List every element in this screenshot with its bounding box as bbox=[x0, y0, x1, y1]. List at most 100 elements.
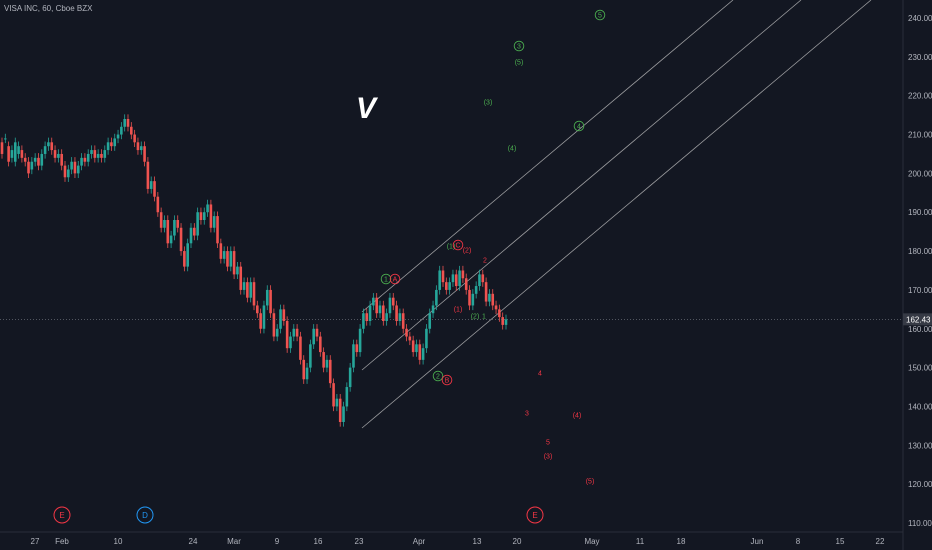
candle-body[interactable] bbox=[0, 142, 4, 154]
candle-body[interactable] bbox=[481, 274, 485, 283]
candle-body[interactable] bbox=[232, 251, 236, 275]
candle-body[interactable] bbox=[358, 328, 362, 353]
candle-body[interactable] bbox=[435, 289, 438, 306]
candlestick-series[interactable] bbox=[0, 114, 508, 427]
candle-body[interactable] bbox=[110, 142, 113, 147]
wave-label[interactable]: (4) bbox=[508, 146, 517, 153]
candle-body[interactable] bbox=[269, 289, 272, 314]
candle-body[interactable] bbox=[438, 270, 441, 290]
candle-body[interactable] bbox=[126, 119, 130, 127]
candle-body[interactable] bbox=[196, 212, 199, 236]
wave-label[interactable]: (3) bbox=[544, 454, 553, 461]
candle-body[interactable] bbox=[338, 398, 342, 422]
candle-body[interactable] bbox=[123, 119, 126, 127]
candle-body[interactable] bbox=[246, 282, 249, 298]
candle-body[interactable] bbox=[249, 282, 252, 298]
channel-line[interactable] bbox=[361, 0, 802, 371]
wave-label[interactable]: (5) bbox=[586, 479, 595, 486]
candle-body[interactable] bbox=[120, 126, 123, 135]
candle-body[interactable] bbox=[295, 328, 299, 337]
candle-body[interactable] bbox=[70, 161, 73, 170]
candle-body[interactable] bbox=[488, 293, 491, 302]
candle-body[interactable] bbox=[325, 359, 329, 368]
channel-line[interactable] bbox=[361, 0, 872, 429]
candle-body[interactable] bbox=[186, 243, 189, 267]
candle-body[interactable] bbox=[348, 367, 352, 388]
candle-body[interactable] bbox=[282, 309, 286, 321]
candle-body[interactable] bbox=[292, 328, 296, 337]
candle-body[interactable] bbox=[113, 138, 117, 147]
candle-body[interactable] bbox=[96, 153, 100, 158]
wave-label[interactable]: (4) bbox=[573, 413, 582, 420]
candle-body[interactable] bbox=[415, 344, 418, 353]
candle-body[interactable] bbox=[471, 293, 475, 306]
candle-body[interactable] bbox=[199, 212, 203, 220]
event-marker[interactable] bbox=[136, 506, 154, 524]
event-marker[interactable] bbox=[526, 506, 544, 524]
candle-body[interactable] bbox=[425, 328, 428, 349]
candle-body[interactable] bbox=[272, 313, 276, 337]
candle-body[interactable] bbox=[37, 157, 40, 166]
candle-body[interactable] bbox=[252, 282, 256, 306]
candle-body[interactable] bbox=[451, 274, 455, 283]
channel-line[interactable] bbox=[361, 0, 734, 313]
candle-body[interactable] bbox=[474, 286, 478, 294]
candle-body[interactable] bbox=[388, 297, 392, 314]
wave-label[interactable]: 5 bbox=[546, 440, 550, 447]
candle-body[interactable] bbox=[90, 150, 93, 154]
candle-body[interactable] bbox=[189, 227, 193, 244]
wave-label[interactable]: (2) bbox=[463, 248, 472, 255]
candle-body[interactable] bbox=[345, 387, 349, 407]
candle-body[interactable] bbox=[335, 398, 339, 407]
candle-body[interactable] bbox=[67, 169, 70, 178]
candle-body[interactable] bbox=[103, 150, 107, 158]
candle-body[interactable] bbox=[222, 251, 226, 259]
candle-body[interactable] bbox=[395, 305, 398, 321]
candle-body[interactable] bbox=[53, 150, 57, 158]
wave-label[interactable]: 1 bbox=[482, 314, 486, 321]
wave-label[interactable]: (3) bbox=[484, 100, 493, 107]
wave-label[interactable]: 1 bbox=[384, 277, 388, 284]
candle-body[interactable] bbox=[368, 305, 372, 321]
wave-label[interactable]: (1) bbox=[447, 244, 456, 251]
price-axis[interactable]: 110.00 120.00 130.00 140.00 150.00 160.00 170.… bbox=[902, 0, 932, 550]
candle-body[interactable] bbox=[30, 161, 34, 170]
candle-body[interactable] bbox=[428, 313, 432, 329]
candle-body[interactable] bbox=[391, 297, 395, 306]
wave-label[interactable]: B bbox=[445, 378, 450, 385]
candle-body[interactable] bbox=[382, 305, 385, 321]
candle-body[interactable] bbox=[445, 282, 448, 290]
candle-body[interactable] bbox=[133, 134, 136, 143]
candle-body[interactable] bbox=[80, 157, 83, 166]
candle-body[interactable] bbox=[130, 126, 133, 135]
candle-body[interactable] bbox=[309, 344, 312, 368]
candle-body[interactable] bbox=[464, 278, 468, 290]
candle-body[interactable] bbox=[275, 328, 279, 337]
candle-body[interactable] bbox=[4, 138, 7, 140]
candle-body[interactable] bbox=[13, 142, 17, 162]
candle-body[interactable] bbox=[478, 274, 481, 287]
candle-body[interactable] bbox=[256, 305, 259, 314]
wave-label[interactable]: 3 bbox=[525, 411, 529, 418]
candle-body[interactable] bbox=[40, 153, 44, 166]
candle-body[interactable] bbox=[498, 309, 501, 318]
candle-body[interactable] bbox=[169, 235, 173, 244]
candle-body[interactable] bbox=[100, 153, 103, 158]
candle-body[interactable] bbox=[355, 344, 359, 353]
candle-body[interactable] bbox=[43, 146, 47, 154]
candle-body[interactable] bbox=[27, 161, 30, 174]
candle-body[interactable] bbox=[57, 153, 60, 158]
candle-body[interactable] bbox=[163, 220, 166, 228]
candle-body[interactable] bbox=[401, 313, 405, 329]
candle-body[interactable] bbox=[378, 305, 382, 314]
candle-body[interactable] bbox=[47, 142, 50, 147]
candle-body[interactable] bbox=[385, 313, 388, 321]
wave-label[interactable]: C bbox=[455, 243, 460, 250]
candle-body[interactable] bbox=[289, 336, 292, 349]
candle-body[interactable] bbox=[262, 305, 266, 329]
candle-body[interactable] bbox=[501, 317, 504, 325]
candle-body[interactable] bbox=[146, 161, 150, 189]
candle-body[interactable] bbox=[183, 251, 186, 267]
